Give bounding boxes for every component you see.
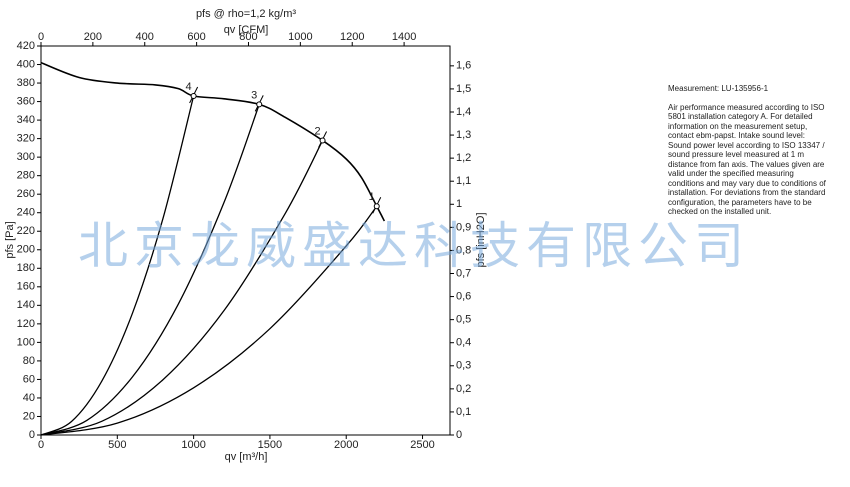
y-tick-label: 380 bbox=[17, 77, 35, 89]
x2-tick-label: 800 bbox=[239, 31, 257, 43]
system-curve bbox=[40, 95, 195, 436]
x2-tick-label: 0 bbox=[38, 31, 44, 43]
x2-tick-label: 1000 bbox=[288, 31, 312, 43]
x2-tick-label: 1400 bbox=[392, 31, 416, 43]
operating-point-label: 3 bbox=[251, 89, 257, 101]
x2-tick-label: 400 bbox=[136, 31, 154, 43]
x-tick-label: 2000 bbox=[334, 439, 358, 451]
note-heading: Measurement: LU-135956-1 bbox=[668, 84, 769, 93]
operating-point-label: 2 bbox=[314, 125, 320, 137]
y-tick-label: 220 bbox=[17, 225, 35, 237]
y-axis-label: pfs [Pa] bbox=[4, 221, 16, 258]
y2-tick-label: 1,6 bbox=[456, 60, 471, 72]
operating-point-label: 1 bbox=[369, 191, 375, 203]
y-tick-label: 420 bbox=[17, 40, 35, 52]
x-tick-label: 2500 bbox=[410, 439, 434, 451]
system-curve bbox=[40, 140, 324, 436]
y-tick-label: 20 bbox=[23, 410, 35, 422]
system-curve bbox=[40, 104, 260, 436]
y-tick-label: 0 bbox=[29, 429, 35, 441]
operating-point bbox=[319, 137, 326, 144]
fan-curve bbox=[40, 61, 386, 222]
x2-axis-label: qv [CFM] bbox=[224, 24, 269, 36]
system-curve bbox=[40, 205, 378, 436]
y2-tick-label: 1,4 bbox=[456, 106, 471, 118]
y2-tick-label: 0,7 bbox=[456, 267, 471, 279]
y2-tick-label: 1,5 bbox=[456, 83, 471, 95]
y-tick-label: 160 bbox=[17, 281, 35, 293]
y-tick-label: 40 bbox=[23, 392, 35, 404]
y2-tick-label: 0,1 bbox=[456, 406, 471, 418]
y2-tick-label: 1,2 bbox=[456, 152, 471, 164]
y2-tick-label: 0,4 bbox=[456, 337, 471, 349]
y2-axis-label: pfs [inH2O] bbox=[475, 212, 487, 267]
x-tick-label: 1500 bbox=[258, 439, 282, 451]
measurement-note: Measurement: LU-135956-1 Air performance… bbox=[668, 84, 828, 226]
y-tick-label: 300 bbox=[17, 151, 35, 163]
y2-tick-label: 0,6 bbox=[456, 290, 471, 302]
watermark: 北京龙威盛达科技有限公司 bbox=[78, 217, 750, 275]
y-tick-label: 240 bbox=[17, 207, 35, 219]
y2-tick-label: 0,2 bbox=[456, 383, 471, 395]
operating-point-label: 4 bbox=[185, 81, 191, 93]
y-tick-label: 340 bbox=[17, 114, 35, 126]
y2-tick-label: 0,3 bbox=[456, 360, 471, 372]
y-tick-label: 360 bbox=[17, 95, 35, 107]
x-tick-label: 500 bbox=[108, 439, 126, 451]
y-tick-label: 200 bbox=[17, 244, 35, 256]
y-tick-label: 400 bbox=[17, 58, 35, 70]
x-axis-label: qv [m³/h] bbox=[225, 451, 268, 463]
y-tick-label: 320 bbox=[17, 133, 35, 145]
x-tick-label: 0 bbox=[38, 439, 44, 451]
y2-tick-label: 1,3 bbox=[456, 129, 471, 141]
x2-tick-label: 1200 bbox=[340, 31, 364, 43]
y2-tick-label: 0,5 bbox=[456, 314, 471, 326]
x-tick-label: 1000 bbox=[181, 439, 205, 451]
y-tick-label: 80 bbox=[23, 355, 35, 367]
y-tick-label: 280 bbox=[17, 170, 35, 182]
operating-point bbox=[373, 203, 380, 210]
chart-title: pfs @ rho=1,2 kg/m³ bbox=[196, 8, 296, 20]
y2-tick-label: 1,1 bbox=[456, 175, 471, 187]
y-tick-label: 140 bbox=[17, 299, 35, 311]
operating-point bbox=[190, 93, 197, 100]
y2-tick-label: 0,8 bbox=[456, 244, 471, 256]
note-text: Air performance measured according to IS… bbox=[668, 102, 826, 217]
y-tick-label: 100 bbox=[17, 336, 35, 348]
y-tick-label: 120 bbox=[17, 318, 35, 330]
y-tick-label: 180 bbox=[17, 262, 35, 274]
x2-tick-label: 200 bbox=[84, 31, 102, 43]
operating-point bbox=[256, 101, 263, 108]
plot-frame bbox=[40, 45, 451, 436]
x2-tick-label: 600 bbox=[187, 31, 205, 43]
y-tick-label: 260 bbox=[17, 188, 35, 200]
y2-tick-label: 1 bbox=[456, 198, 462, 210]
y-tick-label: 60 bbox=[23, 373, 35, 385]
y2-tick-label: 0,9 bbox=[456, 221, 471, 233]
y2-tick-label: 0 bbox=[456, 429, 462, 441]
